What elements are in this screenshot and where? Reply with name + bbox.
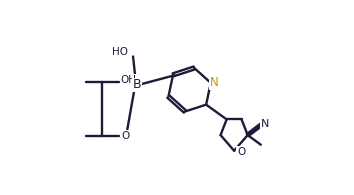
Text: O: O (237, 147, 245, 157)
Text: N: N (261, 119, 269, 129)
Text: OH: OH (121, 75, 137, 85)
Text: B: B (133, 78, 142, 91)
Text: O: O (122, 131, 130, 141)
Text: N: N (210, 76, 218, 89)
Text: HO: HO (112, 47, 128, 57)
